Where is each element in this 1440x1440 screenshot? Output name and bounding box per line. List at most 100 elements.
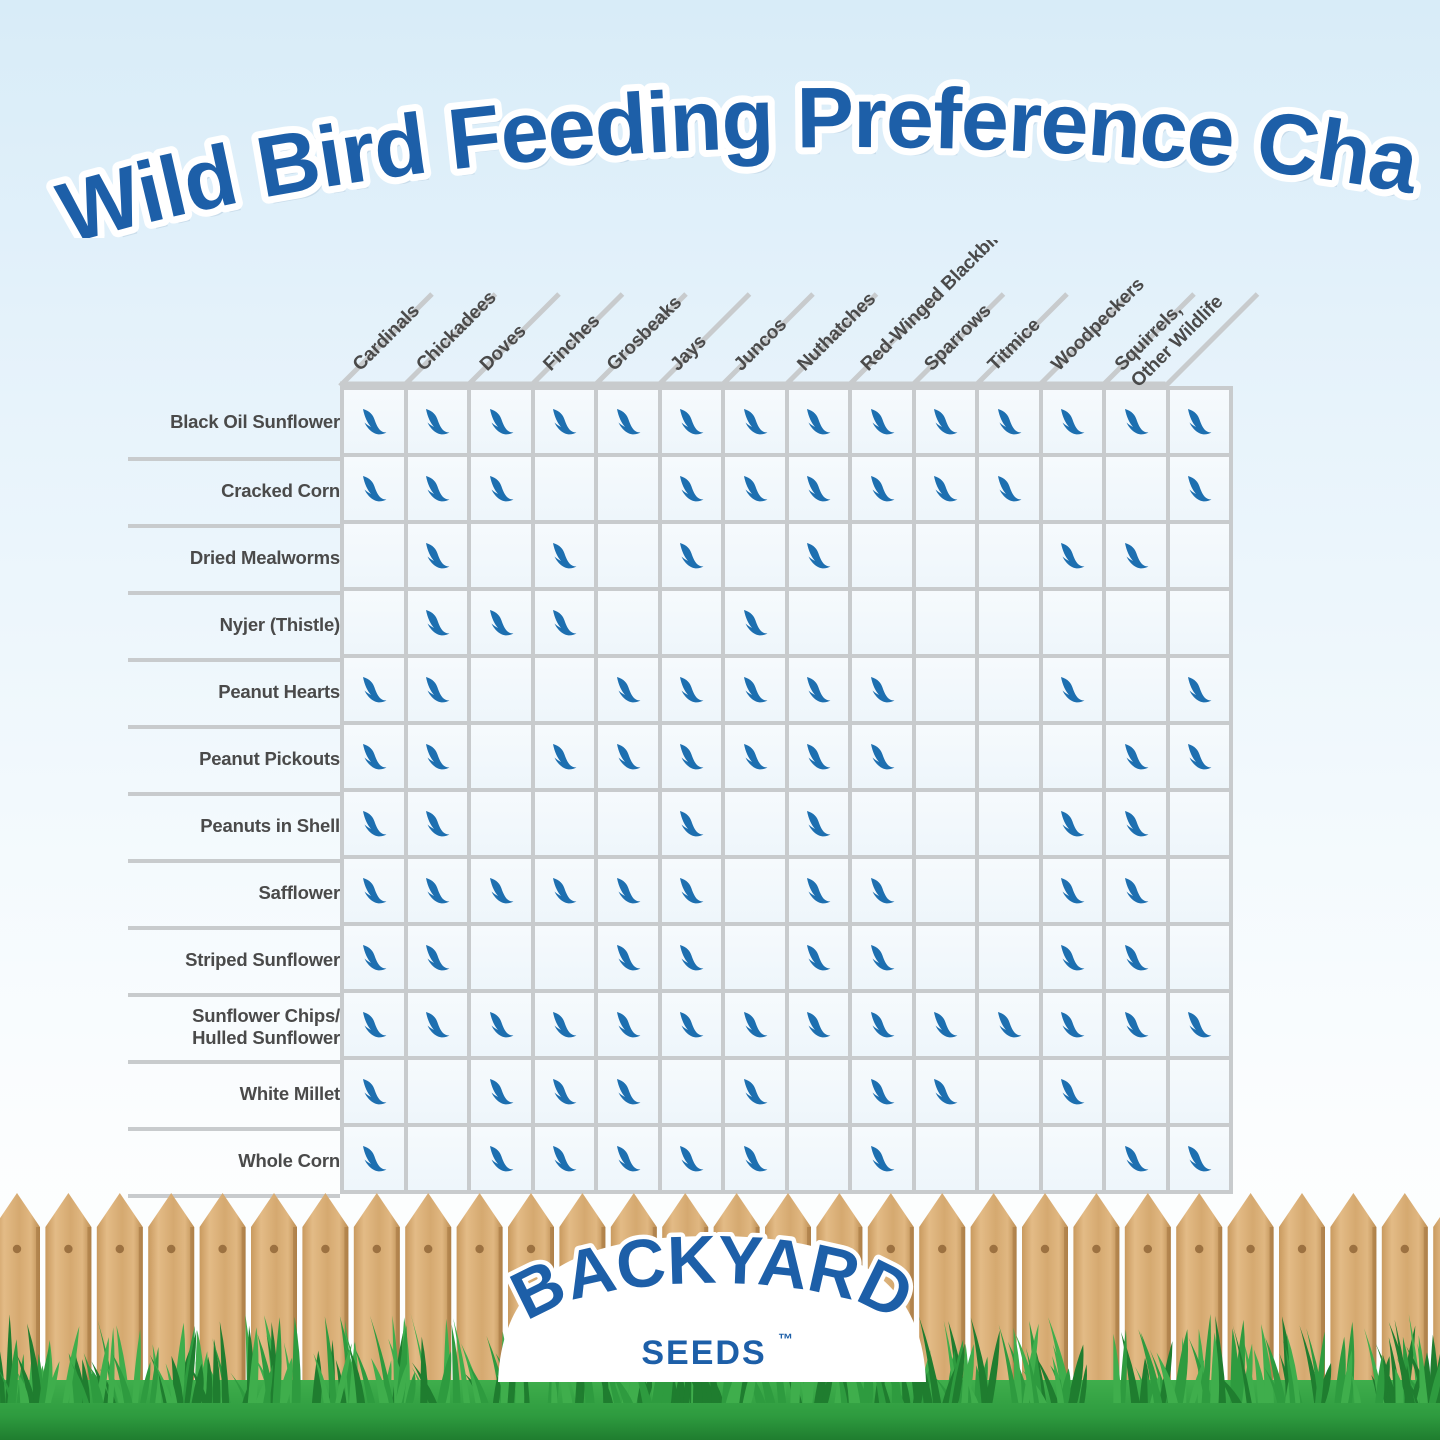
grass-blade	[335, 1343, 352, 1403]
grass-blade	[1388, 1322, 1415, 1403]
matrix-cell	[979, 792, 1043, 859]
grass-blade	[998, 1324, 1019, 1403]
row-label-text: Striped Sunflower	[185, 948, 340, 970]
grass-blade	[353, 1345, 376, 1403]
matrix-cell	[979, 591, 1043, 658]
row-label-text: Sunflower Chips/ Hulled Sunflower	[192, 1004, 340, 1048]
flying-bird-icon	[1188, 408, 1212, 434]
flying-bird-icon	[934, 408, 958, 434]
matrix-cell	[788, 524, 852, 591]
grass-blade	[1022, 1323, 1039, 1403]
matrix-cell	[340, 993, 408, 1060]
row-label-12: Whole Corn	[128, 1127, 340, 1198]
poster-title: Wild Bird Feeding Preference Chart Wild …	[0, 58, 1440, 238]
table-row: Peanuts in Shell	[128, 792, 1233, 863]
grass-blade	[1119, 1329, 1127, 1403]
grass-blade	[96, 1337, 109, 1403]
flying-bird-icon	[1124, 743, 1149, 769]
matrix-cell	[1106, 1060, 1170, 1127]
flying-bird-icon	[870, 475, 895, 501]
column-header-4: Finches	[539, 311, 604, 376]
table-row: Nyjer (Thistle)	[128, 591, 1233, 662]
plank-shadow	[395, 1227, 400, 1413]
column-header-text: Finches	[539, 311, 604, 376]
matrix-cell	[598, 926, 662, 993]
flying-bird-icon	[1188, 1011, 1212, 1037]
matrix-cell	[598, 725, 662, 792]
matrix-cell	[534, 725, 598, 792]
matrix-cell	[661, 524, 725, 591]
grass-blade	[91, 1371, 104, 1403]
row-separator	[128, 993, 340, 997]
grass-blade	[277, 1357, 293, 1403]
plank-screw-icon	[12, 1244, 22, 1254]
matrix-cell	[340, 591, 408, 658]
brand-logo[interactable]: BACKYARD BACKYARD SEEDS ™	[462, 1232, 962, 1382]
logo-badge-shape	[498, 1236, 926, 1382]
flying-bird-icon	[934, 1011, 958, 1037]
flying-bird-icon	[807, 676, 831, 702]
matrix-cell	[407, 386, 471, 457]
matrix-cell	[661, 457, 725, 524]
grass-blade	[16, 1353, 37, 1403]
matrix-cell	[407, 457, 471, 524]
grass-blade	[1263, 1366, 1284, 1403]
plank-shadow	[190, 1227, 195, 1413]
flying-bird-icon	[680, 1011, 704, 1037]
row-separator	[128, 859, 340, 863]
grass-blade	[1395, 1368, 1406, 1403]
matrix-cell	[915, 524, 979, 591]
flying-bird-icon	[1188, 676, 1212, 702]
matrix-cell	[788, 658, 852, 725]
matrix-cell	[788, 926, 852, 993]
flying-bird-icon	[870, 676, 895, 702]
grass-blade	[1113, 1333, 1121, 1403]
plank-shadow	[138, 1227, 143, 1413]
flying-bird-icon	[1124, 810, 1149, 836]
fence-plank	[45, 1193, 92, 1413]
flying-bird-icon	[362, 408, 387, 434]
matrix-cell	[788, 386, 852, 457]
fence-plank	[199, 1193, 246, 1413]
title-outline-textpath: Wild Bird Feeding Preference Chart	[0, 58, 1434, 238]
grass-blade	[1351, 1374, 1361, 1403]
grass-blade	[45, 1361, 60, 1403]
plank-shadow	[961, 1227, 966, 1413]
grass-blade	[263, 1364, 273, 1403]
grass-blade	[131, 1328, 141, 1403]
preference-matrix: Cardinals Chickadees Doves Finches Grosbeaks…	[0, 240, 1440, 1198]
flying-bird-icon	[680, 676, 704, 702]
plank-screw-icon	[269, 1244, 279, 1254]
matrix-cell	[788, 725, 852, 792]
grass-blade	[1079, 1364, 1087, 1403]
flying-bird-icon	[870, 1078, 895, 1104]
matrix-cell	[1169, 725, 1233, 792]
flying-bird-icon	[807, 944, 831, 970]
flying-bird-icon	[1061, 408, 1085, 434]
matrix-cell	[852, 993, 916, 1060]
title-fill-textpath: Wild Bird Feeding Preference Chart	[0, 58, 1427, 238]
matrix-cell	[1042, 859, 1106, 926]
row-label-7: Peanuts in Shell	[128, 792, 340, 863]
grass-blade	[1025, 1347, 1040, 1403]
matrix-cell	[1106, 725, 1170, 792]
matrix-cell	[1042, 524, 1106, 591]
grass-blade	[153, 1361, 174, 1403]
flying-bird-icon	[743, 475, 768, 501]
flying-bird-icon	[426, 408, 450, 434]
flying-bird-icon	[743, 676, 768, 702]
matrix-cell	[1042, 457, 1106, 524]
row-label-text: Cracked Corn	[221, 479, 340, 501]
matrix-cell	[471, 725, 535, 792]
flying-bird-icon	[743, 408, 768, 434]
matrix-cell	[340, 859, 408, 926]
table-row: Striped Sunflower	[128, 926, 1233, 997]
grass-blade	[1029, 1320, 1043, 1403]
matrix-cell	[915, 725, 979, 792]
flying-bird-icon	[1124, 542, 1149, 568]
grass-blade	[311, 1350, 322, 1403]
fence-plank	[1073, 1193, 1120, 1413]
row-separator	[128, 524, 340, 528]
matrix-cell	[534, 524, 598, 591]
flying-bird-icon	[680, 475, 704, 501]
